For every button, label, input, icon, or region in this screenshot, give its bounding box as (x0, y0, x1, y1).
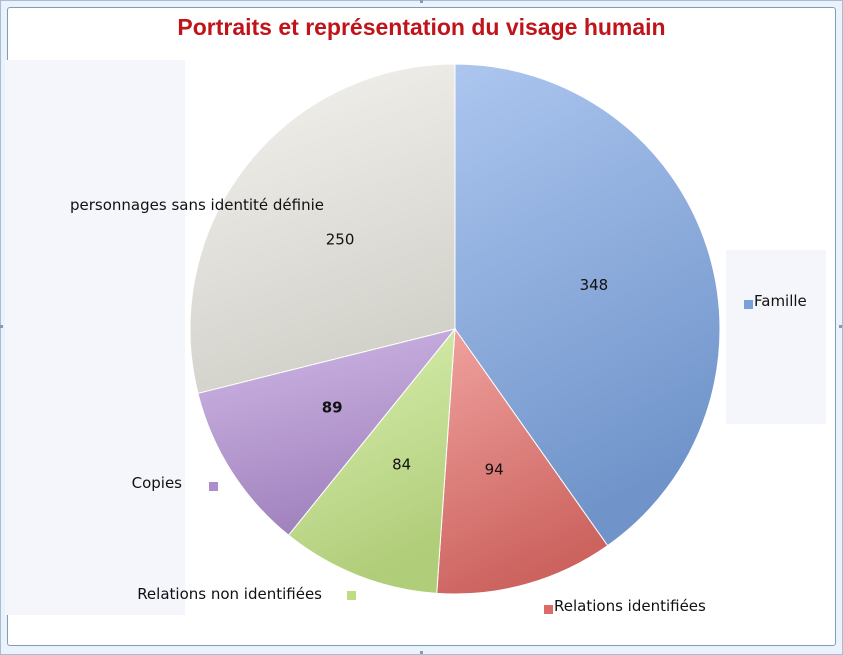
category-label-personnages-sans-identite-definie: personnages sans identité définie (70, 196, 324, 214)
category-label-famille: Famille (754, 292, 807, 310)
category-label-relations-identifiees: Relations identifiées (554, 597, 706, 615)
resize-handle-right[interactable] (839, 325, 842, 328)
resize-handle-top[interactable] (420, 0, 423, 3)
category-label-copies: Copies (132, 474, 183, 492)
pie-slice-personnages-sans-identite-definie[interactable] (189, 63, 456, 394)
resize-handle-left[interactable] (0, 325, 3, 328)
label-backdrop-left (5, 60, 185, 615)
data-label-relations-non-identifiees: 84 (392, 456, 411, 474)
data-label-relations-identifiees: 94 (485, 460, 504, 478)
legend-key-relations-non-identifiees (347, 591, 356, 600)
pie-slice-copies[interactable] (197, 328, 457, 536)
data-label-personnages-sans-identite-definie: 250 (326, 230, 355, 248)
data-label-copies: 89 (322, 399, 343, 417)
pie-slice-famille[interactable] (454, 63, 721, 547)
chart-title: Portraits et représentation du visage hu… (177, 14, 666, 40)
category-label-relations-non-identifiees: Relations non identifiées (137, 585, 322, 603)
resize-handle-bottom[interactable] (420, 651, 423, 654)
legend-key-copies (209, 482, 218, 491)
data-label-famille: 348 (580, 276, 609, 294)
legend-key-famille (744, 300, 753, 309)
pie-slice-relations-identifiees[interactable] (436, 327, 609, 595)
label-backdrop-right (726, 250, 826, 424)
legend-key-relations-identifiees (544, 605, 553, 614)
pie-slice-relations-non-identifiees[interactable] (287, 327, 456, 594)
